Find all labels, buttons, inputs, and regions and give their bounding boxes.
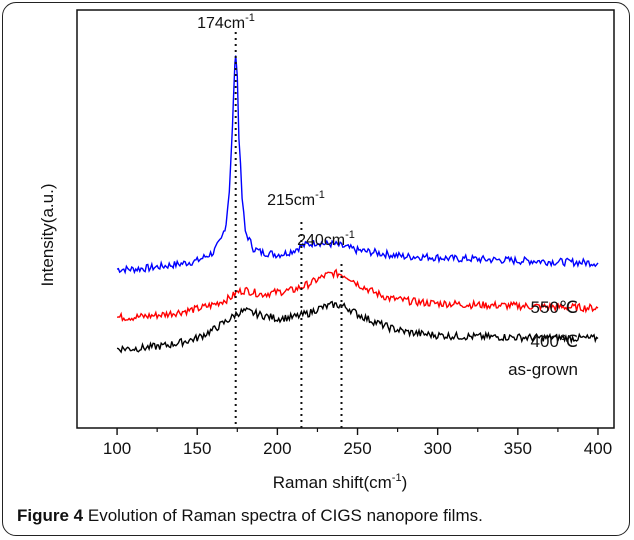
x-tick-label-150: 150: [183, 439, 211, 458]
peak-marker-label-2: 240cm-1: [297, 229, 355, 249]
x-axis-label-tail: ): [402, 473, 408, 492]
x-axis-label: Raman shift(cm-1): [273, 472, 407, 492]
x-tick-label-300: 300: [423, 439, 451, 458]
y-axis-label: Intensity(a.u.): [38, 184, 57, 287]
figure-caption: Figure 4 Evolution of Raman spectra of C…: [17, 506, 483, 526]
caption-label: Figure 4: [17, 506, 84, 525]
peak-marker-layer: 174cm-1 215cm-1 240cm-1: [197, 12, 355, 428]
x-axis-label-sup: -1: [392, 472, 402, 484]
peak-marker-label-1: 215cm-1: [267, 189, 325, 209]
x-tick-label-100: 100: [103, 439, 131, 458]
x-tick-label-250: 250: [343, 439, 371, 458]
series-label-400: 400℃: [531, 332, 578, 351]
caption-text: Evolution of Raman spectra of CIGS nanop…: [87, 506, 483, 525]
series-label-as-grown: as-grown: [508, 360, 578, 379]
x-tick-layer: 100 150 200 250 300 350 400: [103, 428, 612, 458]
x-tick-label-200: 200: [263, 439, 291, 458]
series-layer: [116, 55, 599, 354]
series-line-1: [116, 268, 599, 323]
plot-border: [76, 9, 615, 429]
x-axis-label-main: Raman shift(cm: [273, 473, 392, 492]
series-line-2: [116, 300, 599, 354]
figure-frame: [2, 2, 630, 536]
series-line-0: [116, 55, 599, 275]
series-label-550: 550℃: [531, 298, 578, 317]
x-tick-label-400: 400: [584, 439, 612, 458]
x-tick-label-350: 350: [504, 439, 532, 458]
peak-marker-label-0: 174cm-1: [197, 12, 255, 32]
